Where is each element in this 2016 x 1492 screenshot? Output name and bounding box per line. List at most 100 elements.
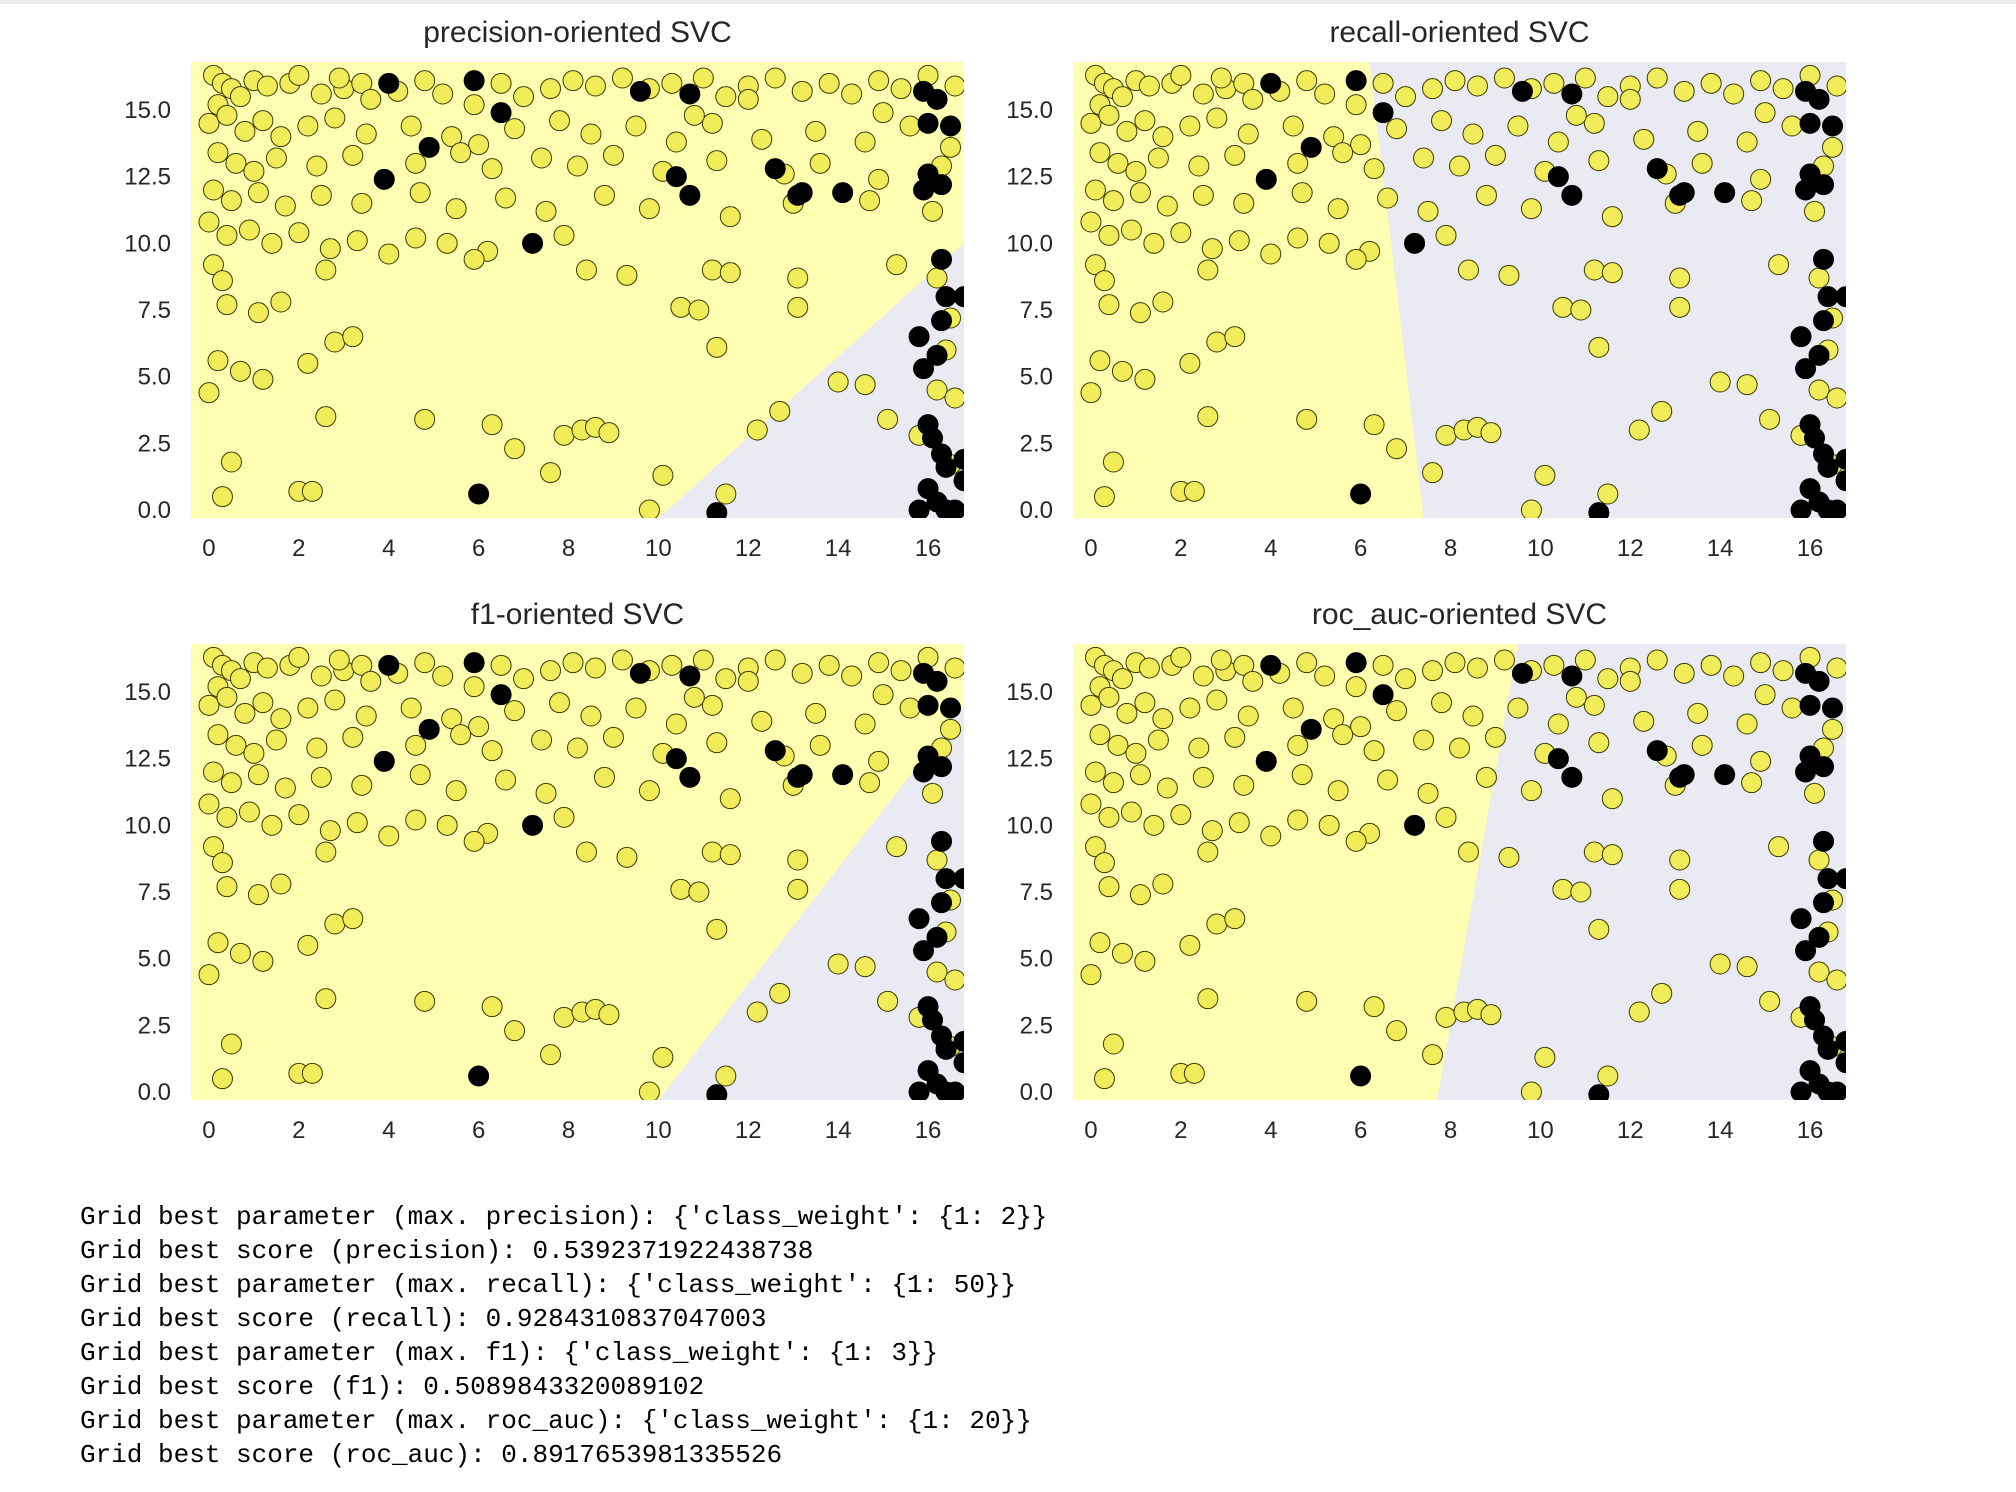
yellow-point: [661, 72, 683, 94]
yellow-point: [751, 128, 773, 150]
yellow-point: [1723, 665, 1745, 687]
yellow-point: [409, 182, 431, 204]
yellow-point: [1089, 932, 1111, 954]
black-point: [1835, 1052, 1846, 1074]
yellow-point: [1413, 729, 1435, 751]
yellow-point: [1093, 852, 1115, 874]
y-tick-label: 10.0: [1006, 230, 1053, 257]
yellow-point: [198, 694, 220, 716]
output-line: Grid best score (roc_auc): 0.89176539813…: [80, 1440, 783, 1470]
black-point: [1799, 745, 1821, 767]
yellow-point: [342, 908, 364, 930]
yellow-point: [1170, 804, 1192, 826]
x-tick-label: 8: [562, 535, 575, 562]
yellow-point: [944, 75, 964, 97]
yellow-point: [1565, 686, 1587, 708]
x-tick-label: 4: [382, 535, 395, 562]
yellow-point: [854, 713, 876, 735]
yellow-point: [535, 782, 557, 804]
yellow-point: [854, 374, 876, 396]
yellow-point: [229, 942, 251, 964]
yellow-point: [859, 772, 881, 794]
yellow-point: [683, 104, 705, 126]
grid-search-output: Grid best parameter (max. precision): {'…: [80, 1200, 1047, 1472]
yellow-point: [1318, 814, 1340, 836]
yellow-point: [922, 200, 944, 222]
yellow-point: [688, 881, 710, 903]
yellow-point: [432, 83, 454, 105]
yellow-point: [1588, 336, 1610, 358]
x-tick-label: 10: [645, 535, 672, 562]
black-point: [1826, 499, 1846, 518]
output-line: Grid best parameter (max. roc_auc): {'cl…: [80, 1406, 1032, 1436]
yellow-point: [1084, 761, 1106, 783]
yellow-point: [409, 764, 431, 786]
black-point: [935, 456, 957, 478]
yellow-point: [1484, 726, 1506, 748]
yellow-point: [1601, 262, 1623, 284]
black-point: [913, 80, 935, 102]
yellow-point: [1435, 806, 1457, 828]
black-point: [953, 470, 964, 492]
yellow-point: [324, 107, 346, 129]
yellow-point: [265, 729, 287, 751]
yellow-point: [701, 694, 723, 716]
yellow-point: [1323, 126, 1345, 148]
black-point: [373, 168, 395, 190]
yellow-point: [1233, 654, 1255, 676]
yellow-point: [1422, 78, 1444, 100]
yellow-point: [288, 804, 310, 826]
yellow-point: [1498, 846, 1520, 868]
yellow-point: [1435, 424, 1457, 446]
yellow-point: [1493, 67, 1515, 89]
black-point: [917, 694, 939, 716]
yellow-point: [198, 382, 220, 404]
yellow-point: [1588, 150, 1610, 172]
yellow-point: [1170, 646, 1192, 668]
yellow-point: [360, 670, 382, 692]
yellow-point: [1386, 700, 1408, 722]
yellow-point: [652, 1046, 674, 1068]
yellow-point: [1224, 144, 1246, 166]
yellow-point: [1129, 182, 1151, 204]
yellow-point: [818, 654, 840, 676]
black-point: [1669, 184, 1691, 206]
yellow-point: [1147, 147, 1169, 169]
black-point: [629, 662, 651, 684]
yellow-point: [1080, 211, 1102, 233]
yellow-point: [1570, 881, 1592, 903]
yellow-point: [1363, 414, 1385, 436]
x-tick-label: 4: [1264, 535, 1277, 562]
x-tick-label: 16: [915, 1117, 942, 1144]
yellow-point: [1197, 406, 1219, 428]
black-point: [522, 232, 544, 254]
yellow-point: [1475, 766, 1497, 788]
yellow-point: [1143, 814, 1165, 836]
output-line: Grid best parameter (max. recall): {'cla…: [80, 1270, 1017, 1300]
yellow-point: [211, 270, 233, 292]
black-point: [463, 652, 485, 674]
yellow-point: [1102, 451, 1124, 473]
black-point: [490, 102, 512, 124]
yellow-point: [805, 120, 827, 142]
yellow-point: [1152, 291, 1174, 313]
yellow-point: [1080, 112, 1102, 134]
output-line: Grid best score (f1): 0.5089843320089102: [80, 1372, 705, 1402]
black-point: [953, 868, 964, 890]
yellow-point: [1093, 270, 1115, 292]
yellow-point: [414, 70, 436, 92]
yellow-point: [1224, 726, 1246, 748]
output-line: Grid best score (precision): 0.539237192…: [80, 1236, 814, 1266]
yellow-point: [198, 112, 220, 134]
yellow-point: [1457, 841, 1479, 863]
yellow-point: [751, 710, 773, 732]
yellow-point: [328, 649, 350, 671]
yellow-point: [265, 147, 287, 169]
yellow-point: [1691, 152, 1713, 174]
black-point: [1300, 718, 1322, 740]
yellow-point: [1156, 195, 1178, 217]
yellow-point: [562, 70, 584, 92]
yellow-point: [1179, 697, 1201, 719]
yellow-point: [400, 115, 422, 137]
yellow-point: [504, 1020, 526, 1042]
